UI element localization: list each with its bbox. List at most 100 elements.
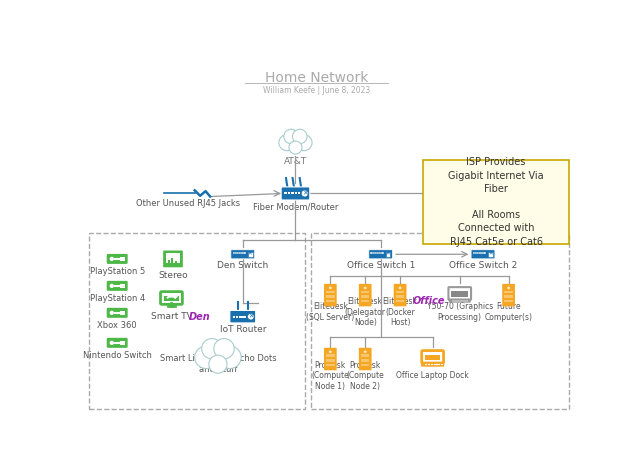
FancyBboxPatch shape [396,295,404,298]
FancyBboxPatch shape [449,298,470,303]
Text: Elitedesk
(Docker
Host): Elitedesk (Docker Host) [383,297,417,327]
FancyBboxPatch shape [361,300,369,302]
FancyBboxPatch shape [361,290,369,293]
Text: Y50-70 (Graphics
Processing): Y50-70 (Graphics Processing) [427,302,493,322]
FancyBboxPatch shape [248,252,253,257]
FancyBboxPatch shape [477,251,479,254]
FancyBboxPatch shape [166,253,180,263]
Circle shape [296,134,312,151]
Text: Office Switch 1: Office Switch 1 [346,260,415,270]
FancyBboxPatch shape [422,351,444,363]
FancyBboxPatch shape [381,251,383,254]
FancyBboxPatch shape [324,348,337,370]
FancyBboxPatch shape [231,250,255,259]
FancyBboxPatch shape [483,251,486,254]
Text: Den Switch: Den Switch [217,260,268,270]
FancyBboxPatch shape [481,251,484,254]
Circle shape [214,338,234,359]
Circle shape [109,341,114,345]
FancyBboxPatch shape [326,300,335,302]
FancyBboxPatch shape [359,284,372,306]
FancyBboxPatch shape [243,251,246,254]
Text: AT&T: AT&T [284,157,307,165]
FancyBboxPatch shape [237,251,239,254]
Text: PlayStation 4: PlayStation 4 [90,294,145,303]
Text: Stereo: Stereo [158,271,188,280]
Text: Office: Office [413,296,445,306]
Circle shape [364,350,367,353]
Text: ✕: ✕ [302,190,308,196]
FancyBboxPatch shape [172,258,173,263]
FancyBboxPatch shape [120,341,125,345]
FancyBboxPatch shape [423,160,569,243]
Text: Smart Lights and Echo Dots
and Stuff: Smart Lights and Echo Dots and Stuff [159,354,276,375]
FancyBboxPatch shape [473,251,476,254]
FancyBboxPatch shape [294,192,297,194]
Circle shape [248,313,254,320]
FancyBboxPatch shape [372,251,375,254]
FancyBboxPatch shape [120,257,125,261]
FancyBboxPatch shape [107,338,127,348]
FancyBboxPatch shape [394,284,406,306]
FancyBboxPatch shape [504,295,513,298]
FancyBboxPatch shape [371,251,373,254]
FancyBboxPatch shape [375,251,377,254]
Circle shape [289,141,302,154]
Text: Elitedesk
(SQL Server): Elitedesk (SQL Server) [306,302,355,322]
FancyBboxPatch shape [326,290,335,293]
FancyBboxPatch shape [449,287,471,300]
FancyBboxPatch shape [291,192,294,194]
FancyBboxPatch shape [361,364,369,366]
FancyBboxPatch shape [488,252,493,257]
Text: Xbox 360: Xbox 360 [97,321,137,329]
Circle shape [329,350,332,353]
Text: Nintendo Switch: Nintendo Switch [83,351,152,360]
FancyBboxPatch shape [281,187,310,200]
Text: William Keefe | June 8, 2023: William Keefe | June 8, 2023 [263,86,370,95]
Circle shape [292,129,307,144]
FancyBboxPatch shape [235,251,237,254]
FancyBboxPatch shape [361,295,369,298]
FancyBboxPatch shape [107,281,127,291]
Text: Elitedesk
(Delegator
Node): Elitedesk (Delegator Node) [345,297,386,327]
Circle shape [301,190,308,197]
FancyBboxPatch shape [396,300,404,302]
FancyBboxPatch shape [504,290,513,293]
FancyBboxPatch shape [230,310,256,323]
Circle shape [284,129,298,144]
FancyBboxPatch shape [361,354,369,357]
Text: PlayStation 5: PlayStation 5 [90,267,145,276]
FancyBboxPatch shape [164,296,179,301]
FancyBboxPatch shape [241,251,243,254]
FancyBboxPatch shape [326,364,335,366]
FancyBboxPatch shape [298,192,301,194]
Circle shape [329,286,332,290]
Text: Den: Den [188,312,210,321]
Text: Future
Computer(s): Future Computer(s) [484,302,532,322]
FancyBboxPatch shape [241,315,244,318]
Text: Office Switch 2: Office Switch 2 [449,260,517,270]
Circle shape [195,346,218,368]
FancyBboxPatch shape [385,252,390,257]
Circle shape [109,257,114,261]
Circle shape [507,286,510,290]
Circle shape [109,311,114,315]
Text: Home Network: Home Network [265,71,368,85]
Circle shape [399,286,401,290]
Circle shape [285,131,305,151]
FancyBboxPatch shape [120,311,125,315]
FancyBboxPatch shape [504,300,513,302]
Circle shape [219,346,241,368]
Text: ISP Provides
Gigabit Internet Via
Fiber

All Rooms
Connected with
RJ45 Cat5e or : ISP Provides Gigabit Internet Via Fiber … [449,157,544,247]
FancyBboxPatch shape [326,359,335,361]
Text: Office Laptop Dock: Office Laptop Dock [396,371,469,380]
FancyBboxPatch shape [324,284,337,306]
FancyBboxPatch shape [163,251,183,267]
FancyBboxPatch shape [107,308,127,318]
FancyBboxPatch shape [239,315,241,318]
FancyBboxPatch shape [369,250,392,259]
Circle shape [202,338,222,359]
FancyBboxPatch shape [233,315,235,318]
FancyBboxPatch shape [161,291,182,305]
FancyBboxPatch shape [479,251,482,254]
